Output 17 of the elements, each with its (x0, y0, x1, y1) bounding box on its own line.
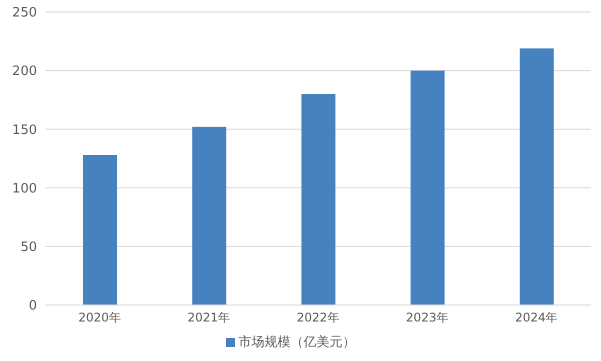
y-tick-label: 0 (28, 298, 37, 314)
x-tick-label: 2020年 (78, 310, 121, 325)
bar (301, 94, 336, 305)
y-tick-label: 100 (12, 181, 37, 196)
x-tick-label: 2022年 (296, 310, 340, 325)
bar (192, 126, 226, 305)
y-tick-label: 150 (12, 122, 37, 138)
bar (410, 70, 445, 305)
x-tick-label: 2021年 (188, 310, 230, 325)
y-tick-label: 50 (20, 240, 37, 256)
x-tick-label: 2024年 (515, 310, 558, 325)
bar (83, 154, 117, 305)
y-tick-label: 250 (12, 6, 37, 21)
bar (520, 48, 554, 305)
y-tick-label: 200 (12, 64, 37, 80)
x-tick-label: 2023年 (406, 310, 448, 325)
legend-label: 市场规模（亿美元） (238, 335, 356, 350)
